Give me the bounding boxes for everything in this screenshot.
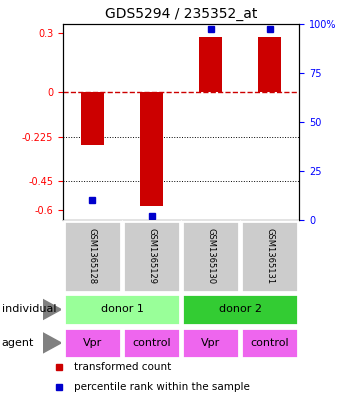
FancyBboxPatch shape [64,294,180,325]
Text: percentile rank within the sample: percentile rank within the sample [74,382,250,392]
Bar [140,92,163,206]
FancyBboxPatch shape [241,327,299,358]
Text: GSM1365129: GSM1365129 [147,228,156,285]
FancyBboxPatch shape [64,221,121,292]
Text: individual: individual [2,305,56,314]
FancyBboxPatch shape [241,221,298,292]
Text: Vpr: Vpr [83,338,102,348]
Title: GDS5294 / 235352_at: GDS5294 / 235352_at [105,7,257,21]
Text: GSM1365131: GSM1365131 [265,228,274,285]
Polygon shape [42,332,61,353]
Text: transformed count: transformed count [74,362,172,373]
Text: donor 2: donor 2 [219,305,261,314]
Text: GSM1365128: GSM1365128 [88,228,97,285]
Polygon shape [42,299,61,320]
Text: control: control [250,338,289,348]
Text: control: control [132,338,171,348]
FancyBboxPatch shape [123,221,180,292]
Text: GSM1365130: GSM1365130 [206,228,215,285]
Bar [258,37,282,92]
Bar [199,37,222,92]
FancyBboxPatch shape [182,221,239,292]
Text: donor 1: donor 1 [101,305,143,314]
Text: Vpr: Vpr [201,338,220,348]
FancyBboxPatch shape [64,327,121,358]
FancyBboxPatch shape [123,327,180,358]
Text: agent: agent [2,338,34,348]
FancyBboxPatch shape [182,294,299,325]
FancyBboxPatch shape [182,327,239,358]
Bar [81,92,104,145]
